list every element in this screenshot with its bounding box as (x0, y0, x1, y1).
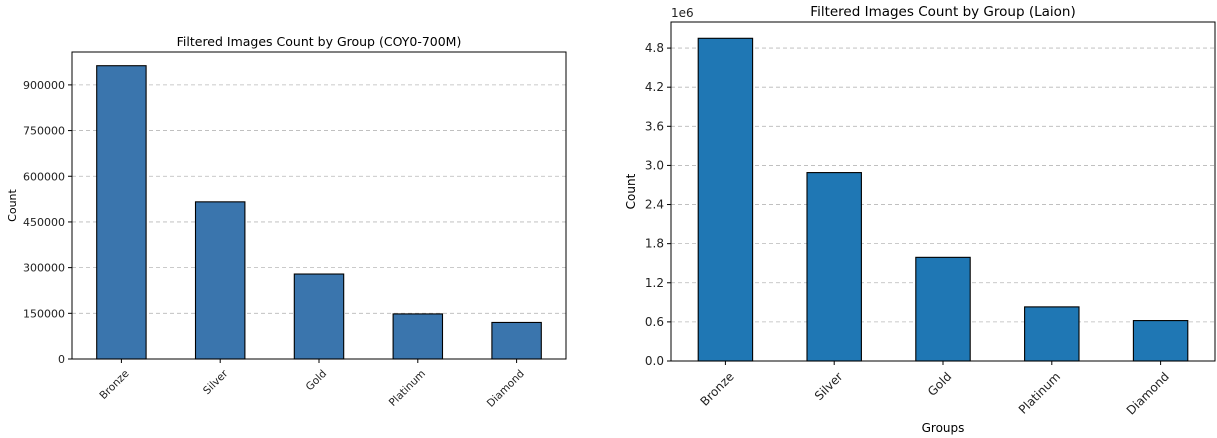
y-tick-label: 1.8 (645, 237, 664, 251)
y-tick-label: 4.2 (645, 80, 664, 94)
x-tick-label: Platinum (387, 368, 428, 409)
bar-bronze (96, 65, 147, 360)
x-tick-label: Silver (812, 369, 846, 403)
x-tick-label: Bronze (97, 368, 131, 402)
chart-title: Filtered Images Count by Group (COY0-700… (177, 34, 462, 49)
y-tick-label: 2.4 (645, 198, 664, 212)
y-axis-label: Count (6, 188, 19, 221)
x-tick-label: Bronze (697, 369, 736, 408)
x-tick-label: Diamond (485, 368, 527, 410)
bar-platinum (392, 313, 444, 360)
bar-silver (194, 201, 246, 360)
y-axis-label: Count (624, 173, 638, 209)
bar-gold (915, 256, 971, 362)
chart-title: Filtered Images Count by Group (Laion) (810, 4, 1075, 20)
y-tick-label: 0.0 (645, 354, 664, 368)
y-tick-label: 450000 (23, 216, 65, 229)
chart-coyo: 0 150000 300000 450000 600000 750000 900000 Bro… (6, 34, 567, 410)
x-tick-label: Diamond (1124, 369, 1172, 417)
y-tick-label: 600000 (23, 170, 65, 183)
x-tick-label: Platinum (1016, 369, 1063, 416)
bar-diamond (491, 321, 542, 360)
bar-platinum (1024, 306, 1080, 362)
y-tick-label: 150000 (23, 307, 65, 320)
y-tick-label: 750000 (23, 125, 65, 138)
x-tick-label: Gold (925, 369, 954, 398)
y-tick-label: 3.0 (645, 158, 664, 172)
y-tick-label: 900000 (23, 79, 65, 92)
x-tick-label: Gold (304, 368, 330, 394)
bar-gold (293, 273, 345, 360)
bar-silver (806, 172, 862, 362)
x-tick-label: Silver (201, 367, 231, 397)
y-tick-label: 4.8 (645, 41, 664, 55)
y-tick-label: 0 (58, 353, 65, 366)
chart-laion: 0.0 0.6 1.2 1.8 2.4 3.0 3.6 4.2 4.8 Bronze Silver G… (624, 4, 1216, 435)
y-tick-label: 1.2 (645, 276, 664, 290)
bar-bronze (697, 37, 754, 362)
x-axis-label: Groups (922, 421, 965, 435)
y-tick-label: 3.6 (645, 119, 664, 133)
y-tick-label: 300000 (23, 262, 65, 275)
y-offset-label: 1e6 (671, 6, 694, 20)
bar-diamond (1132, 320, 1189, 362)
y-tick-label: 0.6 (645, 315, 664, 329)
